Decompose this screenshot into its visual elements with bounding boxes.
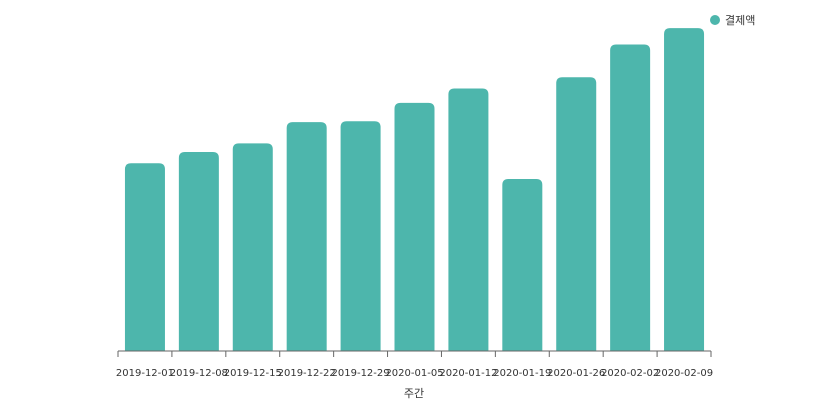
bar-2019-12-29[interactable] (340, 121, 381, 352)
bar-2019-12-22[interactable] (286, 122, 327, 351)
x-tick-label: 2020-01-26 (547, 368, 605, 379)
legend-marker (710, 15, 720, 25)
x-tick-label: 2020-01-19 (493, 368, 551, 379)
x-tick-label: 2019-12-29 (332, 368, 390, 379)
bar-2020-02-09[interactable] (664, 28, 705, 351)
x-tick-label: 2020-02-09 (655, 368, 713, 379)
x-tick-label: 2020-01-05 (385, 368, 443, 379)
legend-label: 결제액 (725, 14, 755, 27)
bars-group (124, 28, 705, 352)
x-tick-label: 2019-12-08 (170, 368, 228, 379)
x-ticks: 2019-12-012019-12-082019-12-152019-12-22… (116, 351, 713, 379)
bar-2020-01-19[interactable] (502, 178, 543, 351)
x-tick-label: 2020-02-02 (601, 368, 659, 379)
legend[interactable]: 결제액 (710, 14, 755, 27)
x-tick-label: 2020-01-12 (439, 368, 497, 379)
x-tick-label: 2019-12-01 (116, 368, 174, 379)
x-axis: 2019-12-012019-12-082019-12-152019-12-22… (116, 350, 713, 379)
bar-2019-12-01[interactable] (124, 163, 165, 351)
bar-2020-01-05[interactable] (394, 102, 435, 351)
bar-2020-01-12[interactable] (448, 88, 489, 352)
bar-2019-12-08[interactable] (178, 152, 219, 351)
x-axis-title: 주간 (404, 387, 424, 400)
x-tick-label: 2019-12-22 (278, 368, 336, 379)
bar-2019-12-15[interactable] (232, 143, 273, 351)
x-tick-label: 2019-12-15 (224, 368, 282, 379)
bar-2020-01-26[interactable] (556, 77, 597, 352)
bar-2020-02-02[interactable] (610, 44, 651, 351)
